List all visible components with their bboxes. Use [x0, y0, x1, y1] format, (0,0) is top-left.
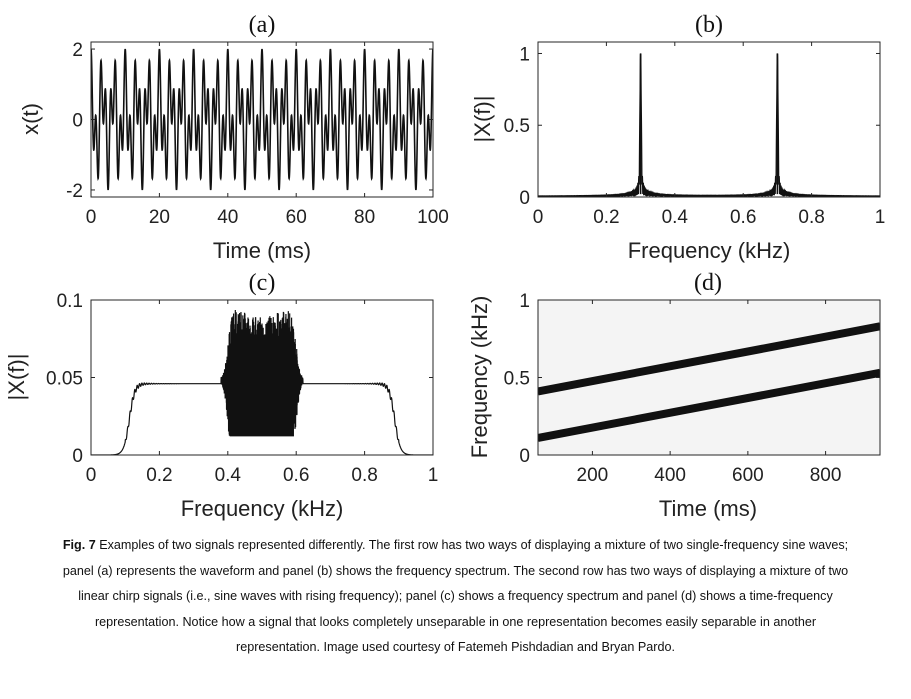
panel-c-xtick-label: 0.6 [283, 465, 309, 486]
panel-d-ylabel: Frequency (kHz) [467, 296, 492, 459]
panel-d-ticks: 200 400 600 800 0 0.5 1 [504, 291, 880, 486]
panel-d-chirp-2 [538, 368, 880, 442]
panel-a-xtick-label: 60 [286, 207, 307, 228]
panel-c-xtick-label: 0.8 [351, 465, 377, 486]
panel-b: (b) 0 0.2 0.4 0.6 0.8 100.51 Frequency (kHz) … [470, 12, 885, 263]
panel-d-ytick-label: 0 [519, 446, 530, 467]
panel-a-xtick-label: 80 [354, 207, 375, 228]
figure: (a) 0 20 40 60 80 100-202 Time (ms) x(t) (b) … [4, 12, 885, 521]
panel-d-xtick-label: 200 [577, 465, 609, 486]
panel-b-xlabel: Frequency (kHz) [628, 238, 791, 263]
panel-d: (d) 200 400 600 800 0 0.5 1 Time (ms) Frequenc… [467, 270, 881, 521]
panel-c-title: (c) [249, 270, 276, 296]
panel-c-ticks: 0 0.2 0.4 0.6 0.8 1 0 0.05 0.1 [46, 291, 438, 486]
panel-c-spectrum-line [91, 309, 433, 455]
panel-b-xtick-label: 0.2 [593, 207, 619, 228]
panel-d-xtick-label: 400 [654, 465, 686, 486]
panel-b-xtick-label: 1 [875, 207, 886, 228]
panel-c-ytick-label: 0.05 [46, 369, 83, 390]
panel-a-ylabel: x(t) [18, 103, 43, 135]
panel-d-chirp-1 [538, 322, 880, 396]
panel-c: (c) 0 0.2 0.4 0.6 0.8 1 0 0.05 0.1 Frequency (kH… [4, 270, 438, 521]
panel-d-ytick-label: 1 [519, 291, 530, 312]
panel-a-ytick-label: 0 [72, 111, 83, 132]
panel-c-xlabel: Frequency (kHz) [181, 496, 344, 521]
caption-label: Fig. 7 [62, 538, 96, 552]
panel-b-xtick-label: 0 [533, 207, 544, 228]
panel-b-ylabel: |X(f)| [470, 96, 495, 143]
panel-a-ticks: 0 20 40 60 80 100-202 [66, 40, 449, 228]
panel-c-ytick-label: 0.1 [57, 291, 83, 312]
panel-d-title: (d) [694, 270, 722, 296]
panel-a-xlabel: Time (ms) [213, 238, 311, 263]
panel-a-ytick-label: -2 [66, 181, 83, 202]
caption-text: Examples of two signals represented diff… [62, 538, 849, 654]
panel-b-xtick-label: 0.4 [662, 207, 689, 228]
panel-c-xtick-label: 1 [428, 465, 439, 486]
panel-c-ytick-label: 0 [72, 446, 83, 467]
panel-b-xtick-label: 0.8 [798, 207, 824, 228]
panel-c-ylabel: |X(f)| [4, 354, 29, 401]
panel-c-xtick-label: 0 [86, 465, 97, 486]
panel-b-plot-area [537, 41, 881, 198]
panel-d-xlabel: Time (ms) [659, 496, 757, 521]
panel-b-spectrum-line [538, 53, 880, 197]
panel-d-xtick-label: 600 [732, 465, 764, 486]
panel-b-ytick-label: 0.5 [504, 116, 530, 137]
panel-a-ytick-label: 2 [72, 40, 83, 61]
panel-a: (a) 0 20 40 60 80 100-202 Time (ms) x(t) [18, 12, 449, 263]
panel-a-xtick-label: 40 [217, 207, 238, 228]
panel-c-xtick-label: 0.4 [215, 465, 242, 486]
panel-a-xtick-label: 0 [86, 207, 97, 228]
panel-a-waveform-line [91, 48, 433, 191]
panel-d-ytick-label: 0.5 [504, 369, 530, 390]
panel-a-title: (a) [249, 12, 276, 38]
panel-d-plot-area [537, 299, 881, 456]
panel-b-xtick-label: 0.6 [730, 207, 756, 228]
panel-b-frame [537, 41, 881, 198]
panel-b-title: (b) [695, 12, 723, 38]
panel-a-xtick-label: 20 [149, 207, 170, 228]
panel-a-plot-area [90, 41, 434, 198]
panel-b-ytick-label: 1 [519, 44, 530, 65]
panel-c-plot-area [90, 299, 434, 456]
panel-a-xtick-label: 100 [417, 207, 449, 228]
panel-c-xtick-label: 0.2 [146, 465, 172, 486]
figure-caption: Fig. 7 Examples of two signals represent… [60, 533, 851, 661]
panel-b-ytick-label: 0 [519, 188, 530, 209]
panel-b-ticks: 0 0.2 0.4 0.6 0.8 1 0 0.5 1 [504, 42, 886, 228]
panel-d-xtick-label: 800 [810, 465, 842, 486]
